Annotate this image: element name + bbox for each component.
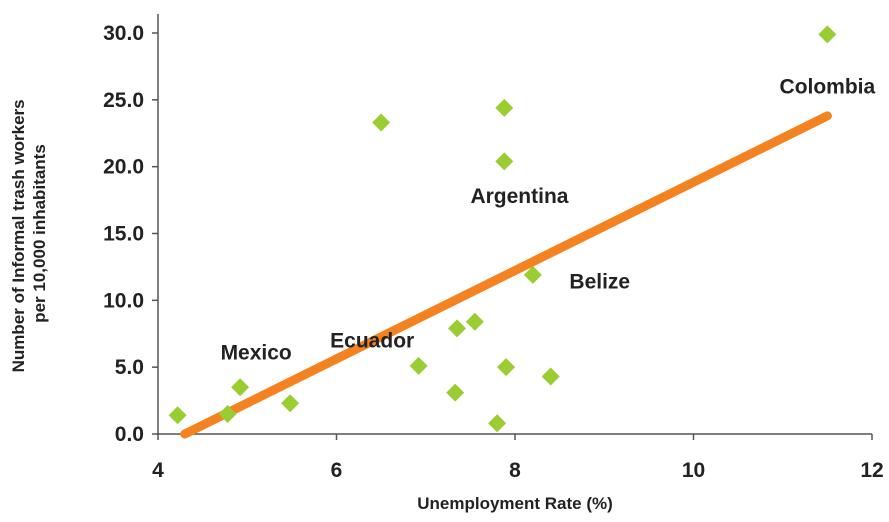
data-point	[447, 319, 466, 338]
data-point	[446, 383, 465, 402]
trendline	[180, 111, 832, 439]
y-tick-label: 25.0	[103, 89, 144, 112]
x-tick-label: 6	[331, 459, 343, 482]
data-point	[523, 265, 542, 284]
annotations: Colombia Argentina Belize Ecuador Mexico	[221, 75, 876, 364]
y-tick-label: 30.0	[103, 22, 144, 45]
data-point	[231, 378, 250, 397]
x-axis-ticks: 4 6 8 10 12	[152, 434, 884, 482]
data-point	[541, 367, 560, 386]
y-tick-label: 10.0	[103, 289, 144, 312]
data-point	[409, 356, 428, 375]
x-axis-title: Unemployment Rate (%)	[417, 494, 613, 513]
axes	[157, 14, 872, 435]
data-point	[372, 113, 391, 132]
data-point	[465, 312, 484, 331]
y-tick-label: 15.0	[103, 223, 144, 246]
annotation-colombia: Colombia	[780, 75, 876, 98]
data-point	[818, 25, 837, 44]
data-point	[218, 404, 237, 423]
y-tick-label: 0.0	[115, 423, 144, 446]
data-point	[497, 358, 516, 377]
trendline-group	[180, 111, 832, 439]
y-axis-title-line-1: Number of Informal trash workers	[9, 99, 28, 372]
data-point	[281, 394, 300, 413]
y-tick-label: 5.0	[115, 356, 144, 379]
annotation-belize: Belize	[569, 271, 630, 294]
data-point	[495, 98, 514, 117]
annotation-mexico: Mexico	[221, 341, 292, 364]
y-axis-title-line-2: per 10,000 inhabitants	[30, 144, 49, 323]
annotation-argentina: Argentina	[470, 185, 568, 208]
y-axis-title: Number of Informal trash workers per 10,…	[9, 95, 49, 373]
y-axis-ticks: 0.0 5.0 10.0 15.0 20.0 25.0 30.0	[103, 22, 158, 446]
data-point	[488, 414, 507, 433]
y-tick-label: 20.0	[103, 156, 144, 179]
data-point	[495, 152, 514, 171]
data-point	[168, 406, 187, 425]
data-points	[168, 25, 837, 433]
x-tick-label: 8	[509, 459, 521, 482]
x-tick-label: 4	[152, 459, 164, 482]
x-tick-label: 12	[860, 459, 883, 482]
x-tick-label: 10	[682, 459, 705, 482]
annotation-ecuador: Ecuador	[330, 329, 414, 352]
